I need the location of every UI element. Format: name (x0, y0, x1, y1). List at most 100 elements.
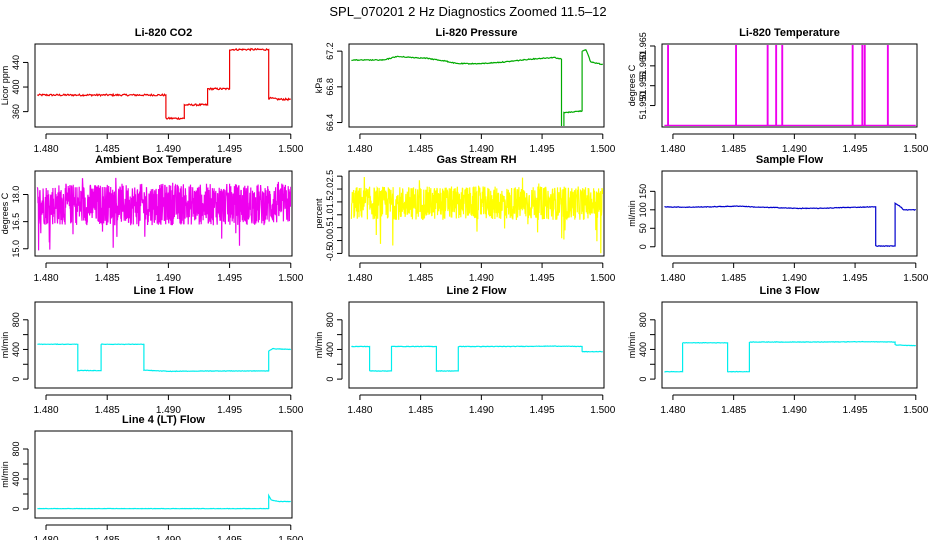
y-axis-label: ml/min (314, 332, 324, 359)
panel-title: Sample Flow (756, 154, 824, 166)
plot-frame (661, 170, 918, 257)
panel-title: Line 3 Flow (760, 285, 820, 297)
y-tick-label: 66.4 (325, 114, 335, 132)
panel-title: Line 2 Flow (447, 285, 507, 297)
y-tick-label: 18.0 (11, 186, 21, 204)
x-tick-label: 1.495 (217, 405, 242, 416)
x-axis: 1.480 1.485 1.490 1.495 1.500 (33, 262, 304, 284)
x-tick-label: 1.485 (721, 405, 746, 416)
x-tick-label: 1.490 (469, 273, 494, 284)
panel-title: Line 1 Flow (134, 285, 194, 297)
y-tick-label: 360 (11, 104, 21, 119)
y-tick-label: 400 (11, 342, 21, 357)
y-axis-label: ml/min (0, 461, 10, 488)
x-tick-label: 1.500 (278, 144, 303, 155)
y-axis: 0 400 800 (638, 312, 656, 382)
x-tick-label: 1.490 (156, 144, 181, 155)
x-tick-label: 1.495 (217, 273, 242, 284)
x-tick-label: 1.480 (33, 535, 58, 540)
y-tick-label: 51.955 (638, 72, 648, 100)
y-axis: -0.50.00.51.01.52.02.5 (325, 170, 343, 261)
series-line (350, 176, 603, 254)
x-tick-label: 1.495 (843, 273, 868, 284)
y-axis: 0 400 800 (325, 312, 343, 382)
y-axis-label: ml/min (627, 200, 637, 227)
x-tick-label: 1.490 (782, 405, 807, 416)
x-tick-label: 1.480 (347, 273, 372, 284)
y-tick-label: 66.8 (325, 78, 335, 96)
y-tick-label: 16.5 (11, 213, 21, 231)
x-tick-label: 1.495 (217, 144, 242, 155)
panel-5: Gas Stream RH 1.480 1.485 1.490 1.495 1.500 -0… (314, 154, 616, 284)
panel-1: Li-820 CO2 1.480 1.485 1.490 1.495 1.500 360 40… (0, 27, 304, 155)
plot-frame (661, 301, 918, 389)
y-axis-label: degrees C (627, 64, 637, 106)
y-tick-label: 0.5 (325, 221, 335, 234)
series-line (36, 177, 291, 251)
x-axis: 1.480 1.485 1.490 1.495 1.500 (33, 394, 304, 416)
x-tick-label: 1.480 (660, 273, 685, 284)
x-tick-label: 1.490 (156, 405, 181, 416)
x-tick-label: 1.500 (590, 144, 615, 155)
x-tick-label: 1.485 (95, 144, 120, 155)
y-tick-label: 400 (11, 80, 21, 95)
x-tick-label: 1.480 (33, 144, 58, 155)
y-tick-label: 150 (638, 184, 648, 199)
x-tick-label: 1.495 (530, 144, 555, 155)
panel-title: Li-820 Pressure (436, 27, 518, 39)
x-axis: 1.480 1.485 1.490 1.495 1.500 (660, 262, 929, 284)
x-tick-label: 1.490 (156, 535, 181, 540)
y-tick-label: 0 (638, 244, 648, 249)
series-line (37, 47, 291, 121)
y-axis: 0 50 100 150 (638, 184, 656, 249)
y-tick-label: 800 (11, 312, 21, 327)
series-line (664, 340, 916, 373)
x-tick-label: 1.495 (843, 144, 868, 155)
x-axis: 1.480 1.485 1.490 1.495 1.500 (347, 133, 616, 155)
y-tick-label: 51.960 (638, 52, 648, 80)
x-axis: 1.480 1.485 1.490 1.495 1.500 (347, 394, 616, 416)
y-tick-label: 1.0 (325, 209, 335, 222)
plot-frame (348, 43, 605, 128)
figure-title: SPL_070201 2 Hz Diagnostics Zoomed 11.5–… (329, 4, 607, 19)
x-tick-label: 1.500 (590, 273, 615, 284)
x-tick-label: 1.480 (660, 144, 685, 155)
panel-title: Li-820 Temperature (739, 27, 840, 39)
panel-title: Line 4 (LT) Flow (122, 414, 205, 426)
y-axis: 360 400 440 (11, 55, 29, 119)
y-tick-label: 800 (11, 441, 21, 456)
y-axis: 0 400 800 (11, 312, 29, 382)
x-tick-label: 1.485 (721, 144, 746, 155)
x-tick-label: 1.500 (278, 273, 303, 284)
y-tick-label: 50 (638, 223, 648, 233)
x-tick-label: 1.500 (278, 535, 303, 540)
x-tick-label: 1.485 (95, 273, 120, 284)
x-tick-label: 1.495 (843, 405, 868, 416)
y-tick-label: 15.0 (11, 240, 21, 258)
series-line (37, 493, 291, 510)
y-axis: 0 400 800 (11, 441, 29, 512)
x-tick-label: 1.485 (721, 273, 746, 284)
x-tick-label: 1.500 (903, 273, 928, 284)
plot-frame (348, 301, 605, 389)
panel-8: Line 2 Flow 1.480 1.485 1.490 1.495 1.500 0 400… (314, 285, 616, 416)
plot-frame (661, 43, 918, 128)
x-tick-label: 1.490 (469, 144, 494, 155)
y-tick-label: 400 (638, 342, 648, 357)
x-tick-label: 1.480 (347, 405, 372, 416)
x-tick-label: 1.480 (660, 405, 685, 416)
y-axis-label: percent (314, 198, 324, 229)
x-tick-label: 1.495 (530, 405, 555, 416)
plot-frame (34, 430, 293, 519)
y-tick-label: 2.5 (325, 170, 335, 183)
y-tick-label: 1.5 (325, 196, 335, 209)
panel-9: Line 3 Flow 1.480 1.485 1.490 1.495 1.500 0 400… (627, 285, 929, 416)
y-tick-label: 0.0 (325, 234, 335, 247)
series-line (351, 48, 603, 126)
x-tick-label: 1.480 (33, 273, 58, 284)
x-tick-label: 1.490 (782, 144, 807, 155)
x-tick-label: 1.480 (347, 144, 372, 155)
